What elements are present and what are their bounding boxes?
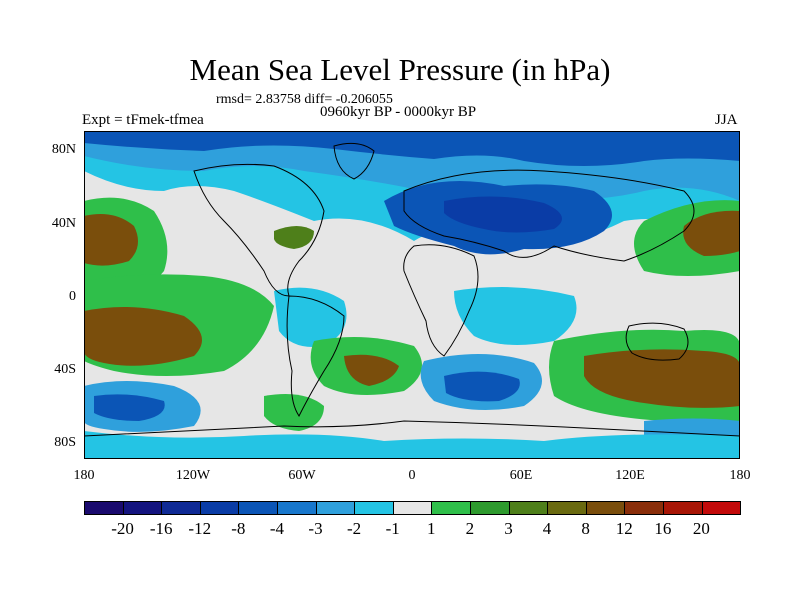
legend-label: 16 bbox=[654, 519, 672, 538]
legend-swatch bbox=[161, 501, 201, 515]
legend-swatch bbox=[354, 501, 394, 515]
legend-label: -1 bbox=[385, 519, 400, 538]
south-america-coast bbox=[286, 295, 345, 417]
pressure-anomaly-map bbox=[84, 131, 740, 459]
legend-swatch bbox=[122, 501, 163, 515]
season-label: JJA bbox=[715, 112, 738, 128]
south-pacific-low-west-core bbox=[94, 394, 165, 421]
map-title: Mean Sea Level Pressure (in hPa) bbox=[189, 52, 611, 87]
legend-swatch bbox=[469, 501, 510, 515]
legend-swatch bbox=[624, 501, 664, 515]
legend-swatch bbox=[508, 501, 549, 515]
legend-label: -2 bbox=[347, 519, 362, 538]
north-america-coast bbox=[193, 163, 325, 297]
legend-swatch bbox=[431, 501, 471, 515]
legend-swatch bbox=[276, 501, 317, 515]
legend-swatch bbox=[662, 501, 703, 515]
legend-swatch bbox=[199, 501, 240, 515]
lon-label-60e: 60E bbox=[509, 468, 533, 483]
experiment-label: Expt = tFmek-tfmea bbox=[82, 112, 204, 128]
lat-label-0: 0 bbox=[69, 289, 76, 304]
lat-label-80n: 80N bbox=[51, 142, 76, 157]
lon-label-0: 0 bbox=[408, 468, 416, 483]
legend-swatch bbox=[84, 501, 124, 515]
legend-label: 12 bbox=[615, 519, 633, 538]
eurasia-darkest-low bbox=[444, 196, 562, 233]
legend-label: 8 bbox=[581, 519, 590, 538]
legend-label: 2 bbox=[465, 519, 475, 538]
south-atlantic-high-core bbox=[344, 354, 399, 386]
legend-swatch bbox=[392, 501, 433, 515]
legend-label: -12 bbox=[188, 519, 212, 538]
southern-ocean-green bbox=[264, 393, 324, 431]
lon-label-60w: 60W bbox=[288, 468, 316, 483]
lon-label-180e: 180 bbox=[729, 468, 751, 483]
legend-label: 4 bbox=[542, 519, 552, 538]
antarctic-cyan bbox=[84, 431, 740, 459]
legend-label: 20 bbox=[692, 519, 710, 538]
north-pacific-high-east-core bbox=[683, 210, 740, 256]
antarctica-coast bbox=[84, 420, 740, 437]
legend-swatch bbox=[238, 501, 278, 515]
legend-label: -20 bbox=[111, 519, 134, 538]
map-border bbox=[84, 131, 740, 459]
legend-label: -16 bbox=[149, 519, 173, 538]
legend-label: -3 bbox=[308, 519, 323, 538]
greenland-coast bbox=[333, 142, 375, 180]
legend-label: -4 bbox=[269, 519, 285, 538]
color-legend bbox=[84, 501, 742, 515]
australia-coast bbox=[625, 322, 689, 361]
legend-label: 1 bbox=[427, 519, 436, 538]
lat-label-40n: 40N bbox=[51, 216, 76, 231]
arctic-deep-low bbox=[84, 131, 740, 166]
indian-ocean-cyan bbox=[454, 287, 577, 345]
north-atlantic-green bbox=[274, 226, 314, 249]
map-svg bbox=[84, 131, 740, 459]
legend-label: 3 bbox=[504, 519, 513, 538]
legend-swatch bbox=[585, 501, 626, 515]
lon-label-120e: 120E bbox=[615, 468, 645, 483]
lat-label-40s: 40S bbox=[54, 362, 76, 377]
south-pacific-high-east-core bbox=[584, 349, 740, 408]
legend-swatch bbox=[547, 501, 587, 515]
lon-label-120w: 120W bbox=[175, 468, 211, 483]
atlantic-cyan bbox=[274, 287, 347, 347]
rmsd-diff-stats: rmsd= 2.83758 diff= -0.206055 bbox=[216, 92, 393, 107]
coastlines bbox=[84, 142, 740, 437]
time-period: 0960kyr BP - 0000kyr BP bbox=[320, 104, 477, 120]
south-pacific-high-west bbox=[84, 307, 202, 366]
africa-coast bbox=[403, 244, 479, 357]
legend-swatch bbox=[701, 501, 742, 515]
eurasia-coast bbox=[403, 169, 695, 262]
legend-label: -8 bbox=[231, 519, 246, 538]
legend-swatch bbox=[315, 501, 356, 515]
lon-label-180w: 180 bbox=[73, 468, 95, 483]
lat-label-80s: 80S bbox=[54, 435, 76, 450]
north-pacific-high-west-core bbox=[84, 213, 138, 266]
southern-indian-low-core bbox=[444, 371, 520, 402]
